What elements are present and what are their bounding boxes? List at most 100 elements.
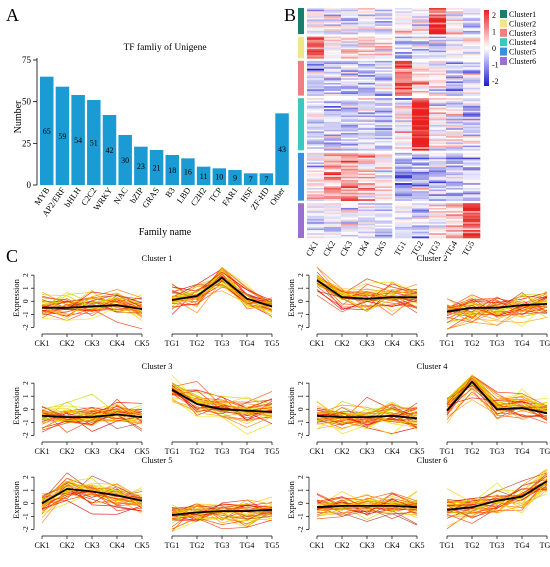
heatmap-cell — [429, 132, 447, 135]
heatmap-cell — [324, 231, 342, 234]
heatmap-cell — [324, 175, 342, 178]
heatmap-cell — [375, 126, 393, 129]
heatmap-cell — [446, 84, 464, 87]
bar — [259, 173, 274, 185]
heatmap-cell — [429, 191, 447, 194]
heatmap-cell — [341, 87, 359, 90]
heatmap-cell — [412, 170, 430, 173]
heatmap-cell — [307, 94, 325, 96]
heatmap-cell — [358, 184, 376, 187]
heatmap-cell — [463, 162, 481, 165]
heatmap-cell — [429, 154, 447, 157]
heatmap-cell — [463, 52, 481, 54]
bar — [40, 76, 54, 185]
heatmap-cell — [307, 154, 325, 157]
heatmap-cell — [412, 60, 430, 63]
heatmap-cell — [358, 17, 376, 20]
heatmap-cell — [341, 184, 359, 187]
heatmap-cell — [341, 223, 359, 226]
heatmap-cell — [395, 179, 413, 182]
expression-ylabel: Expression — [11, 386, 21, 425]
heatmap-cell — [463, 94, 481, 96]
heatmap-cell — [446, 25, 464, 28]
legend-swatch — [500, 47, 507, 56]
heatmap-cell — [446, 132, 464, 135]
heatmap-cell — [375, 14, 393, 17]
heatmap-cell — [429, 49, 447, 51]
expression-ylabel: Expression — [286, 386, 296, 425]
heatmap-column-labels: CK1 CK2 CK3 CK4 CK5 TG1 TG2 TG3 TG4 TG5 — [304, 238, 477, 258]
x-tick-label: B3 — [163, 185, 177, 199]
heatmap-cell — [463, 170, 481, 173]
heatmap-cell — [341, 64, 359, 66]
heatmap-cell — [395, 52, 413, 54]
heatmap-cell — [429, 197, 447, 200]
x-tick-label: CK1 — [309, 447, 324, 456]
heatmap-cell — [412, 129, 430, 132]
heatmap-cell — [463, 113, 481, 116]
gene-line — [446, 298, 548, 327]
heatmap-cell — [463, 25, 481, 28]
heatmap-cell — [324, 194, 342, 197]
heatmap-cell — [446, 164, 464, 166]
heatmap-cell — [341, 104, 359, 107]
heatmap-cell — [358, 30, 376, 33]
heatmap-cell — [463, 76, 481, 79]
heatmap-cell — [375, 215, 393, 218]
heatmap-cell — [307, 44, 325, 47]
heatmap-cell — [429, 234, 447, 237]
heatmap-cell — [395, 230, 413, 232]
heatmap-cell — [395, 207, 413, 210]
heatmap-cell — [324, 203, 342, 206]
heatmap-cell — [446, 53, 464, 56]
heatmap-cell — [395, 53, 413, 56]
heatmap-cell — [395, 49, 413, 51]
heatmap-cell — [307, 171, 325, 174]
heatmap-cell — [463, 115, 481, 118]
heatmap-cell — [307, 55, 325, 58]
heatmap-cell — [375, 36, 393, 39]
heatmap-cell — [341, 128, 359, 131]
heatmap-cell — [429, 52, 447, 54]
y-tick-label: -2 — [21, 432, 30, 438]
heatmap-cell — [463, 47, 481, 50]
heatmap-cell — [412, 132, 430, 135]
x-tick-label: CK4 — [109, 447, 124, 456]
heatmap-cell — [412, 186, 430, 189]
heatmap-cell — [341, 50, 359, 53]
heatmap-cell — [341, 179, 359, 182]
heatmap-cell — [341, 65, 359, 68]
heatmap-cell — [446, 234, 464, 237]
heatmap-cell — [463, 192, 481, 195]
heatmap-cell — [324, 110, 342, 113]
bar — [228, 170, 242, 185]
heatmap-cell — [358, 115, 376, 118]
heatmap-cell — [395, 104, 413, 107]
heatmap-cell — [358, 220, 376, 223]
heatmap-cell — [375, 139, 393, 142]
heatmap-cell — [307, 70, 325, 73]
heatmap-cell — [324, 131, 342, 134]
heatmap-cell — [324, 192, 342, 195]
x-tick-label: CK1 — [34, 541, 49, 550]
heatmap-cell — [307, 98, 325, 101]
heatmap-cell — [429, 82, 447, 85]
heatmap-cell — [307, 233, 325, 236]
heatmap-cell — [358, 154, 376, 157]
heatmap-cell — [412, 16, 430, 19]
heatmap-cell — [307, 71, 325, 74]
gene-line — [446, 300, 548, 316]
heatmap-cell — [412, 164, 430, 166]
heatmap-cell — [395, 222, 413, 225]
y-tick-label: 0 — [21, 501, 30, 505]
colorbar-tick-label: -1 — [492, 61, 499, 70]
heatmap-cell — [324, 179, 342, 182]
heatmap-cell — [395, 87, 413, 90]
heatmap-cell — [358, 22, 376, 25]
heatmap-cell — [429, 156, 447, 158]
heatmap-cell — [358, 159, 376, 162]
heatmap-cell — [375, 45, 393, 48]
y-tick-label: 0 — [296, 407, 305, 411]
heatmap-cell — [358, 14, 376, 17]
